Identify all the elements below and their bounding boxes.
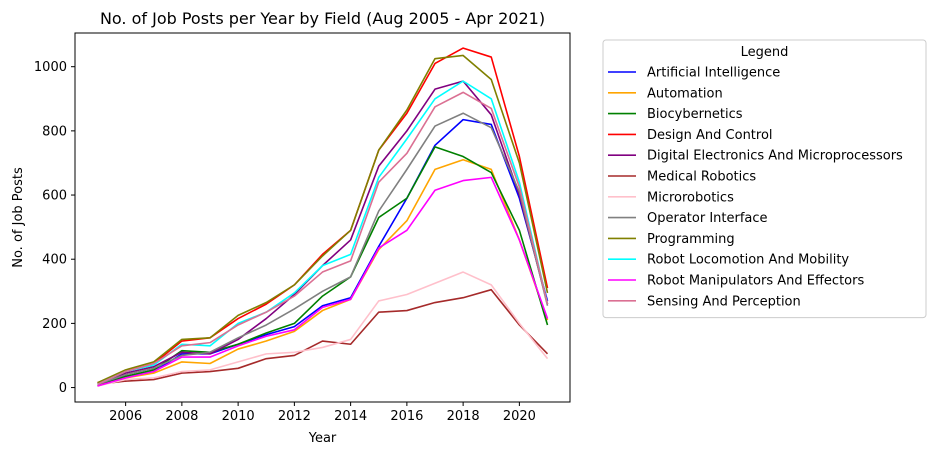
y-axis: 0 200 400 600 800 1000 <box>34 60 75 396</box>
y-tick-label: 600 <box>42 189 67 204</box>
y-axis-title: No. of Job Posts <box>11 167 26 268</box>
x-tick-label: 2016 <box>390 409 423 424</box>
series-line-operator-interface <box>97 112 549 386</box>
legend-label-design-and-control: Design And Control <box>647 128 773 143</box>
legend-label-digital-electronics-and-microprocessors: Digital Electronics And Microprocessors <box>647 149 903 164</box>
legend-label-automation: Automation <box>647 86 723 101</box>
y-tick-label: 400 <box>42 253 67 268</box>
legend-items: Artificial Intelligence Automation Biocybe… <box>608 66 903 309</box>
series-line-automation <box>97 158 549 387</box>
x-axis: 2006 2008 2010 2012 2014 2016 2018 2020 <box>109 402 536 424</box>
x-tick-label: 2014 <box>334 409 367 424</box>
legend-title: Legend <box>741 45 789 60</box>
y-tick-label: 0 <box>59 381 67 396</box>
legend-label-robot-manipulators-and-effectors: Robot Manipulators And Effectors <box>647 274 864 289</box>
series-line-microrobotics <box>97 271 549 387</box>
x-tick-label: 2008 <box>165 409 198 424</box>
series-line-medical-robotics <box>97 288 549 386</box>
chart-title: No. of Job Posts per Year by Field (Aug … <box>100 9 545 28</box>
y-tick-label: 1000 <box>34 60 67 75</box>
legend-label-programming: Programming <box>647 232 735 247</box>
legend-label-medical-robotics: Medical Robotics <box>647 170 756 185</box>
series-line-sensing-and-perception <box>97 91 549 386</box>
legend-label-operator-interface: Operator Interface <box>647 211 768 226</box>
x-tick-label: 2012 <box>278 409 311 424</box>
series-line-design-and-control <box>97 47 549 384</box>
x-tick-label: 2018 <box>447 409 480 424</box>
series-layer <box>97 47 549 387</box>
x-tick-label: 2010 <box>222 409 255 424</box>
y-tick-label: 200 <box>42 317 67 332</box>
series-line-robot-manipulators-and-effectors <box>97 176 549 387</box>
x-axis-title: Year <box>308 431 337 446</box>
x-tick-label: 2020 <box>503 409 536 424</box>
legend: Legend Artificial Intelligence Automation… <box>602 39 927 319</box>
series-line-artificial-intelligence <box>97 118 549 386</box>
series-line-programming <box>97 54 549 384</box>
x-tick-label: 2006 <box>109 409 142 424</box>
legend-box <box>602 39 927 319</box>
legend-label-robot-locomotion-and-mobility: Robot Locomotion And Mobility <box>647 253 849 268</box>
series-line-robot-locomotion-and-mobility <box>97 80 549 386</box>
y-tick-label: 800 <box>42 124 67 139</box>
legend-label-microrobotics: Microrobotics <box>647 190 734 205</box>
plot-frame <box>74 32 571 403</box>
series-line-digital-electronics-and-microprocessors <box>97 80 549 386</box>
legend-label-artificial-intelligence: Artificial Intelligence <box>647 66 780 81</box>
legend-label-sensing-and-perception: Sensing And Perception <box>647 294 801 309</box>
legend-label-biocybernetics: Biocybernetics <box>647 107 743 122</box>
